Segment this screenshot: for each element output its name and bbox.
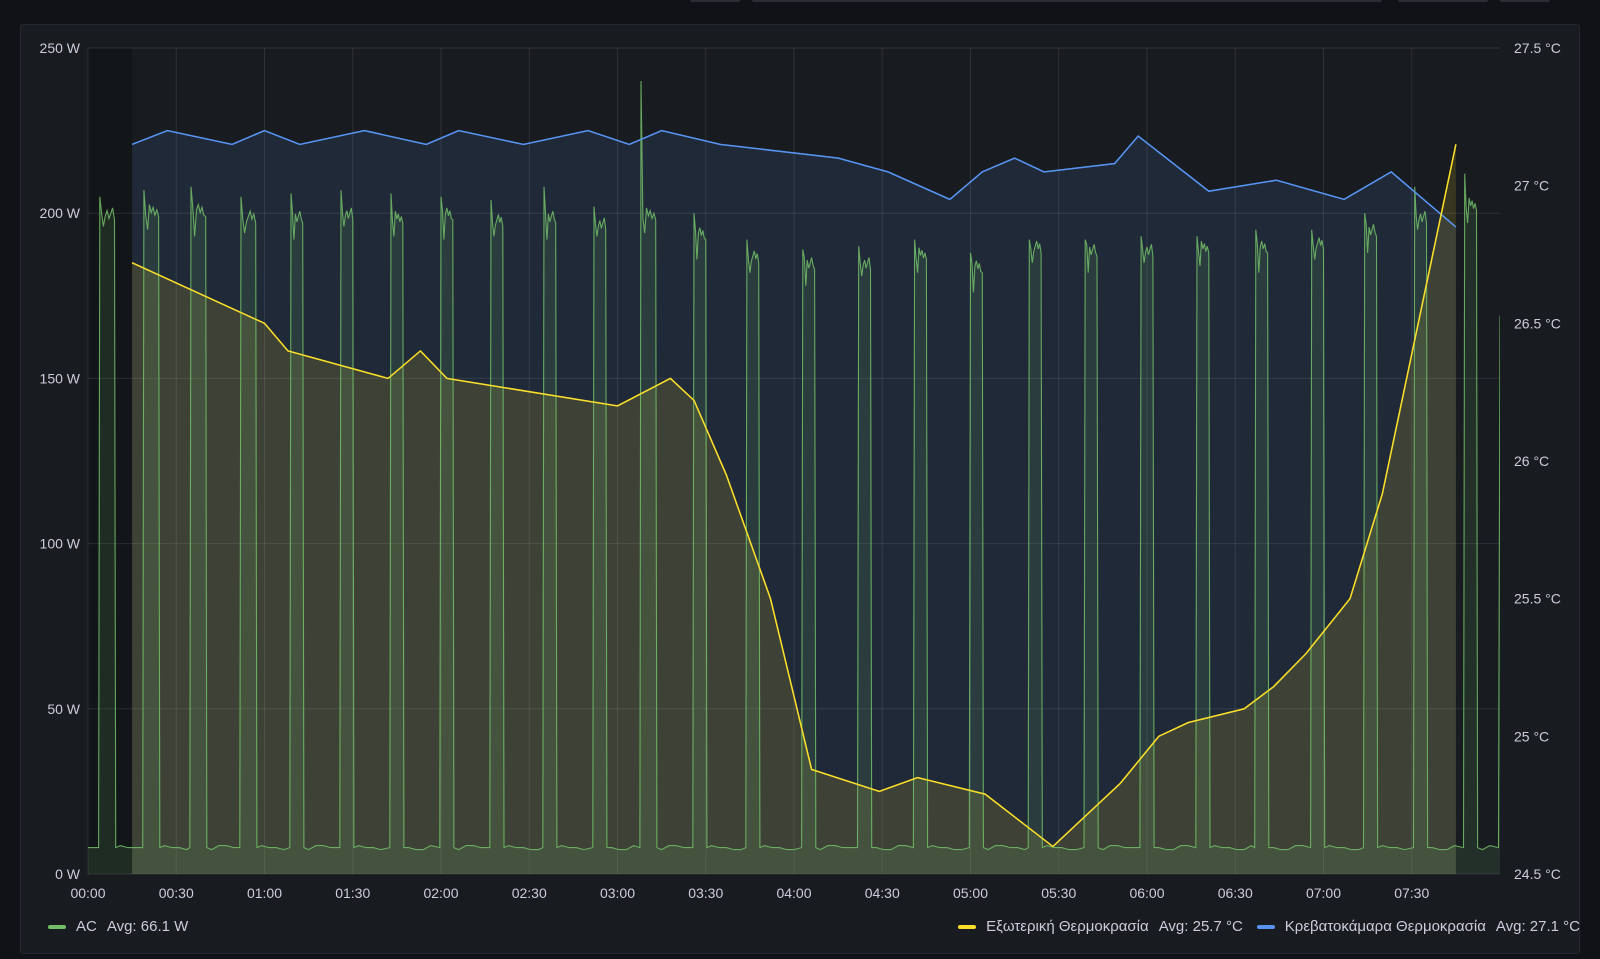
y-right-tick-label: 26 °C — [1514, 453, 1549, 469]
y-right-tick-label: 26.5 °C — [1514, 315, 1561, 331]
y-left-tick-label: 200 W — [40, 205, 81, 221]
x-tick-label: 02:00 — [423, 885, 458, 901]
x-tick-label: 05:00 — [953, 885, 988, 901]
y-right-tick-label: 25.5 °C — [1514, 591, 1561, 607]
legend-label-ac: AC — [76, 918, 97, 935]
y-left-tick-label: 100 W — [40, 536, 81, 552]
legend-label-bedroom-temp: Κρεβατοκάμαρα Θερμοκρασία — [1284, 918, 1486, 935]
grid — [87, 47, 1500, 875]
toolbar-button-stub[interactable] — [1398, 0, 1488, 2]
y-right-tick-label: 27.5 °C — [1514, 40, 1561, 56]
plot-area — [88, 80, 1500, 875]
legend-label-outdoor-temp: Εξωτερική Θερμοκρασία — [986, 918, 1149, 935]
x-tick-label: 01:00 — [247, 885, 282, 901]
legend-item-bedroom-temp[interactable]: Κρεβατοκάμαρα Θερμοκρασία Avg: 27.1 °C — [1256, 918, 1580, 935]
x-tick-label: 06:30 — [1218, 885, 1253, 901]
y-left-tick-label: 250 W — [40, 40, 81, 56]
chart-panel — [20, 24, 1580, 954]
legend-avg-outdoor-temp: Avg: 25.7 °C — [1158, 918, 1243, 935]
x-tick-label: 07:30 — [1394, 885, 1429, 901]
legend-swatch-outdoor-temp — [958, 924, 977, 929]
x-tick-label: 03:00 — [600, 885, 635, 901]
x-tick-label: 01:30 — [335, 885, 370, 901]
toolbar-button-stub[interactable] — [1500, 0, 1550, 2]
legend-item-outdoor-temp[interactable]: Εξωτερική Θερμοκρασία Avg: 25.7 °C — [958, 918, 1243, 935]
toolbar-button-stub[interactable] — [690, 0, 740, 2]
legend-swatch-ac — [48, 924, 66, 929]
y-right-tick-label: 25 °C — [1514, 728, 1549, 744]
x-tick-label: 04:00 — [776, 885, 811, 901]
x-tick-label: 02:30 — [512, 885, 547, 901]
y-left-tick-label: 0 W — [55, 866, 81, 882]
legend-right-group: Εξωτερική Θερμοκρασία Avg: 25.7 °C Κρεβα… — [958, 918, 1580, 935]
series-area-bedroom-temp — [132, 130, 1456, 875]
legend-avg-ac: Avg: 66.1 W — [106, 918, 189, 935]
series-area-outdoor-temp — [132, 144, 1456, 874]
x-tick-label: 07:00 — [1306, 885, 1341, 901]
x-tick-label: 04:30 — [865, 885, 900, 901]
x-tick-label: 00:30 — [159, 885, 194, 901]
y-right-tick-label: 27 °C — [1514, 178, 1549, 194]
legend-swatch-bedroom-temp — [1256, 924, 1275, 929]
no-data-band — [88, 48, 133, 874]
series-line-ac — [88, 80, 1500, 851]
series-line-overlay-outdoor-temp — [131, 144, 1457, 848]
legend-avg-bedroom-temp: Avg: 27.1 °C — [1495, 918, 1580, 935]
x-tick-label: 06:00 — [1129, 885, 1164, 901]
y-right-tick-label: 24.5 °C — [1514, 866, 1561, 882]
x-tick-label: 05:30 — [1041, 885, 1076, 901]
toolbar-control-stub[interactable] — [752, 0, 1382, 2]
y-left-tick-label: 150 W — [40, 370, 81, 386]
series-line-overlay-bedroom-temp — [131, 129, 1457, 228]
x-tick-label: 03:30 — [688, 885, 723, 901]
y-left-tick-label: 50 W — [47, 701, 80, 717]
legend-item-ac[interactable]: AC Avg: 66.1 W — [48, 918, 188, 935]
x-tick-label: 00:00 — [70, 885, 105, 901]
